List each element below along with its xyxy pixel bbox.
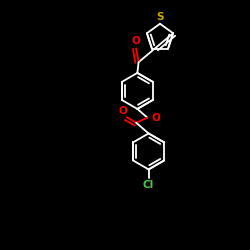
Text: O: O bbox=[119, 106, 128, 116]
Text: S: S bbox=[156, 12, 164, 22]
Text: O: O bbox=[151, 113, 160, 123]
Text: O: O bbox=[132, 36, 140, 46]
Text: Cl: Cl bbox=[143, 180, 154, 190]
